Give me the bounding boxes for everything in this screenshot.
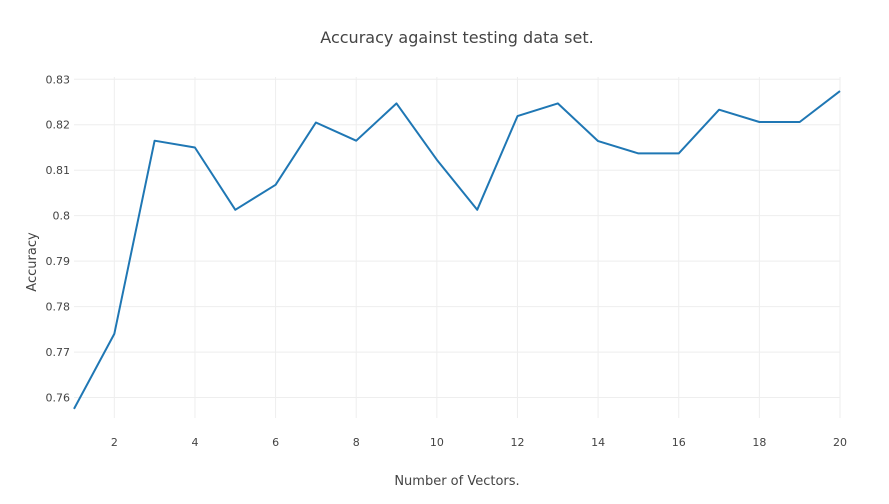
y-tick-label: 0.81 — [46, 164, 71, 177]
x-tick-label: 8 — [353, 436, 360, 449]
y-tick-label: 0.8 — [53, 210, 71, 223]
x-tick-labels: 2 4 6 8 10 12 14 16 18 20 — [111, 436, 847, 449]
x-tick-label: 20 — [833, 436, 847, 449]
y-tick-label: 0.77 — [46, 346, 71, 359]
x-tick-label: 12 — [510, 436, 524, 449]
series-line — [73, 90, 841, 410]
chart-title: Accuracy against testing data set. — [320, 28, 593, 47]
x-axis-title: Number of Vectors. — [394, 474, 519, 489]
x-tick-label: 18 — [752, 436, 766, 449]
x-tick-label: 6 — [272, 436, 279, 449]
y-tick-label: 0.82 — [46, 119, 71, 132]
y-tick-label: 0.78 — [46, 301, 71, 314]
grid — [74, 77, 841, 418]
y-axis-title: Accuracy — [25, 232, 40, 292]
y-tick-label: 0.76 — [46, 392, 71, 405]
x-tick-label: 2 — [111, 436, 118, 449]
x-tick-label: 14 — [591, 436, 605, 449]
x-tick-label: 10 — [430, 436, 444, 449]
series-layer — [73, 90, 841, 410]
y-tick-label: 0.83 — [46, 73, 71, 86]
y-tick-label: 0.79 — [46, 255, 71, 268]
x-tick-label: 16 — [672, 436, 686, 449]
x-tick-label: 4 — [191, 436, 198, 449]
y-tick-labels: 0.76 0.77 0.78 0.79 0.8 0.81 0.82 0.83 — [46, 73, 71, 404]
